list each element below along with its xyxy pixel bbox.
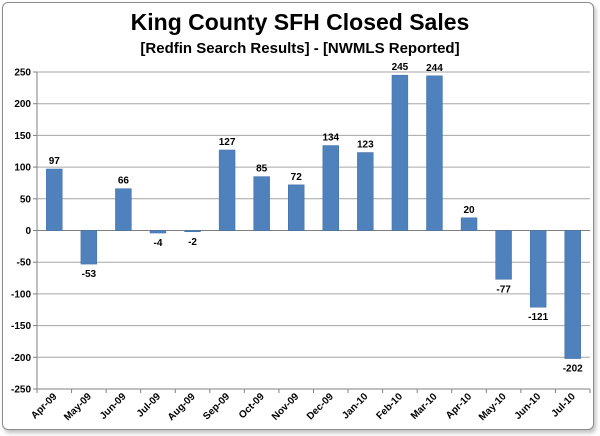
y-tick-label: 150 (14, 131, 31, 142)
data-label: 123 (357, 140, 374, 151)
y-tick-label: 250 (14, 68, 31, 79)
x-tick-label: Mar-10 (409, 391, 440, 422)
y-tick-label: 50 (20, 194, 32, 205)
data-label: -202 (563, 364, 583, 375)
data-label: 66 (118, 176, 130, 187)
data-label: 97 (49, 156, 61, 167)
x-tick-label: Feb-10 (374, 391, 405, 422)
y-tick-label: -100 (11, 289, 31, 300)
x-tick-label: Jun-10 (513, 391, 544, 422)
data-label: 245 (392, 62, 409, 73)
bar (460, 217, 478, 231)
y-tick-label: -200 (11, 353, 31, 364)
data-label: 85 (256, 164, 268, 175)
data-label: -4 (154, 238, 163, 249)
chart-subtitle: [Redfin Search Results] - [NWMLS Reporte… (140, 40, 460, 57)
x-tick-label: Dec-09 (305, 391, 336, 422)
data-label: -77 (496, 284, 511, 295)
y-tick-label: 100 (14, 163, 31, 174)
bar (218, 149, 236, 231)
y-tick-label: 0 (25, 226, 31, 237)
x-tick-label: Jul-09 (135, 391, 164, 420)
y-tick-label: 200 (14, 99, 31, 110)
bar (529, 230, 547, 308)
bar (391, 74, 409, 231)
bar (115, 188, 132, 231)
bar (149, 230, 167, 234)
x-tick-label: Jan-10 (340, 391, 370, 421)
x-tick-label: Sep-09 (201, 391, 232, 422)
bar (564, 230, 581, 359)
data-label: 72 (291, 172, 303, 183)
x-tick-label: Aug-09 (166, 391, 198, 423)
bar (495, 230, 512, 280)
x-tick-label: May-09 (62, 391, 94, 423)
chart-title: King County SFH Closed Sales (130, 9, 470, 35)
data-label: -2 (188, 237, 197, 248)
x-tick-label: Oct-09 (237, 391, 267, 421)
bar (46, 168, 63, 231)
data-label: -121 (528, 312, 548, 323)
x-tick-label: Jun-09 (98, 391, 129, 422)
bar (322, 145, 339, 231)
x-tick-label: Nov-09 (270, 391, 302, 423)
y-tick-label: -150 (11, 321, 31, 332)
bar (184, 230, 201, 233)
data-label: 134 (322, 133, 339, 144)
x-tick-label: May-10 (477, 391, 509, 423)
x-tick-label: Jul-10 (550, 391, 579, 420)
data-label: 20 (463, 205, 475, 216)
data-label: -53 (82, 269, 97, 280)
data-label: 244 (426, 63, 443, 74)
bar (357, 152, 374, 231)
y-tick-label: -50 (17, 258, 32, 269)
x-tick-label: Apr-10 (444, 391, 474, 421)
y-tick-label: -250 (11, 385, 31, 396)
bar (80, 230, 98, 265)
bar (288, 184, 305, 231)
bar (253, 176, 270, 231)
bar (426, 75, 443, 231)
data-label: 127 (219, 137, 236, 148)
x-tick-label: Apr-09 (29, 391, 59, 421)
